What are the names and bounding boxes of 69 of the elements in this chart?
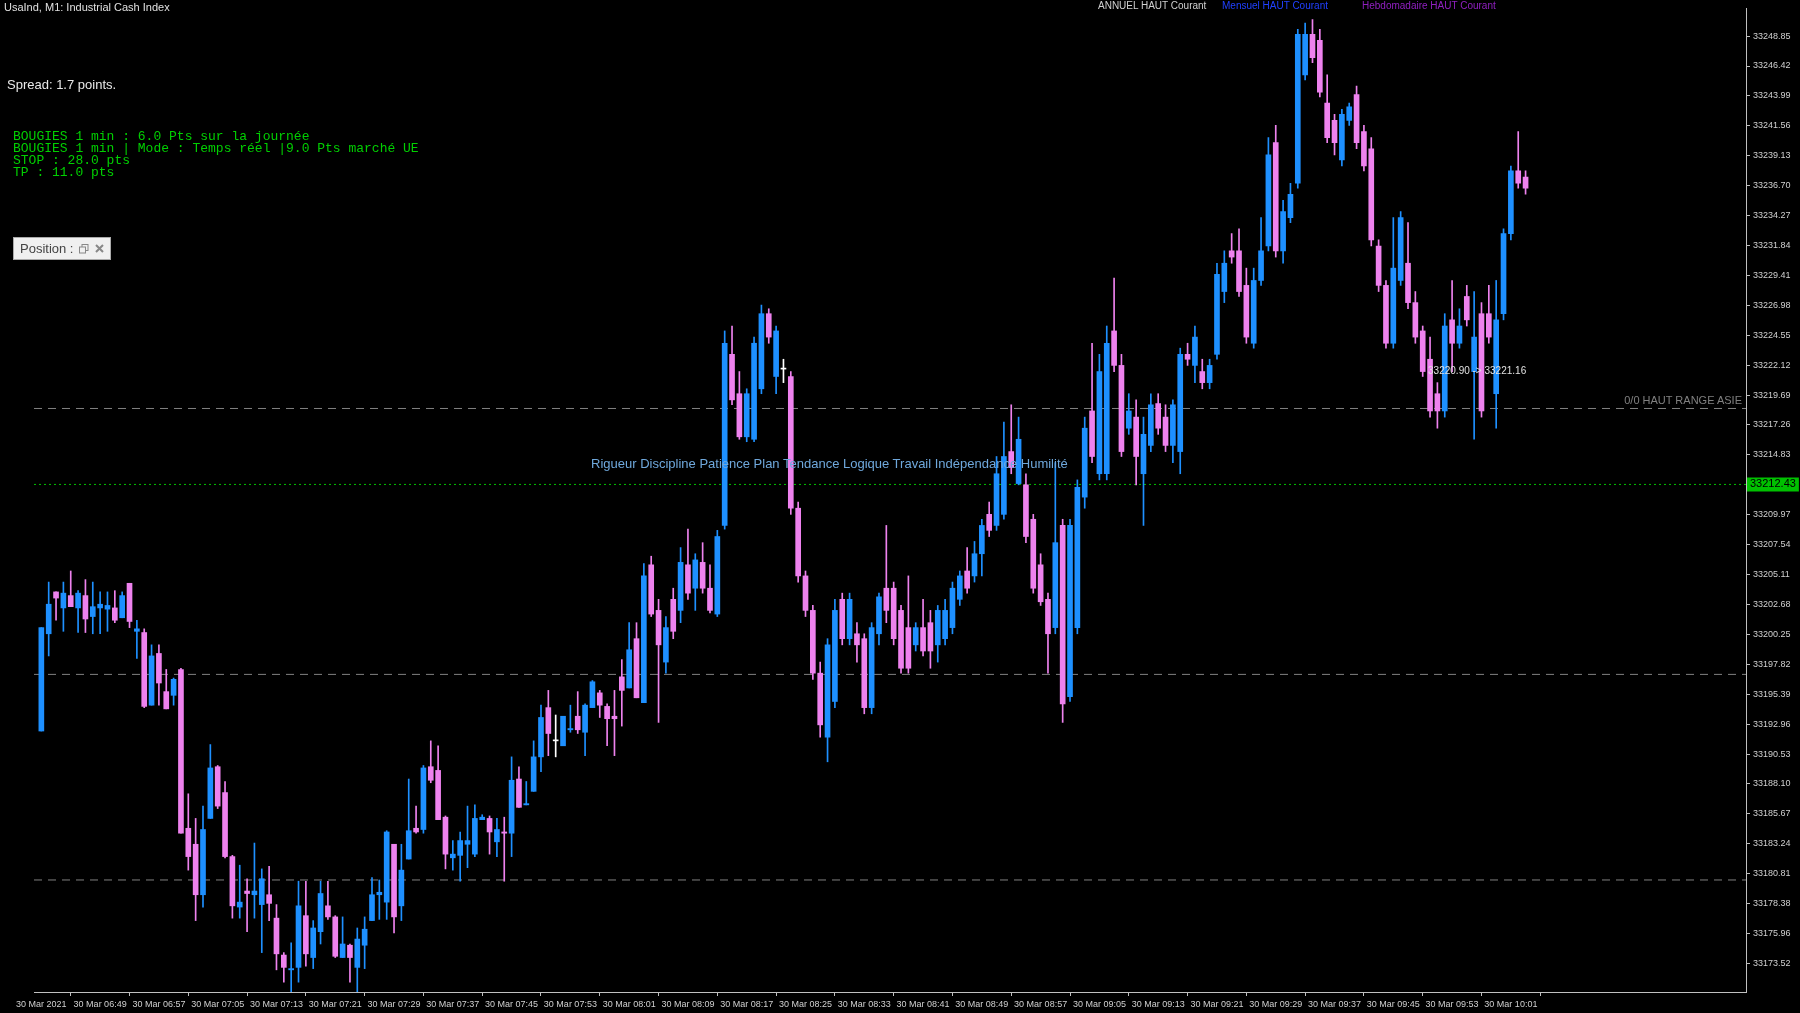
y-tick-label: 33200.25 [1753, 628, 1791, 639]
x-tick-label: 30 Mar 08:09 [661, 998, 715, 1009]
x-tick-label: 30 Mar 09:21 [1190, 998, 1244, 1009]
x-tick-label: 30 Mar 09:37 [1308, 998, 1362, 1009]
y-tick-label: 33183.24 [1753, 838, 1791, 849]
annotation: TP : 11.0 pts [13, 165, 115, 180]
y-tick-label: 33224.55 [1753, 329, 1791, 340]
annotation: Hebdomadaire HAUT Courant [1362, 0, 1496, 11]
ref-line-label: 33212.43 [1750, 477, 1796, 490]
y-tick-label: 33192.96 [1753, 718, 1791, 729]
x-tick-label: 30 Mar 08:01 [602, 998, 656, 1009]
y-tick-label: 33226.98 [1753, 299, 1791, 310]
y-tick-label: 33197.82 [1753, 658, 1791, 669]
x-tick-label: 30 Mar 07:13 [249, 998, 303, 1009]
x-tick-label: 30 Mar 10:01 [1484, 998, 1538, 1009]
y-tick-label: 33180.81 [1753, 868, 1791, 879]
ref-line-label: 0/0 HAUT RANGE ASIE [1624, 393, 1742, 406]
annotation: ANNUEL HAUT Courant [1098, 0, 1207, 11]
y-tick-label: 33217.26 [1753, 419, 1791, 430]
y-tick-label: 33246.42 [1753, 60, 1791, 71]
chart-title: UsaInd, M1: Industrial Cash Index [4, 1, 170, 13]
y-tick-label: 33234.27 [1753, 210, 1791, 221]
annotation: Spread: 1.7 points. [7, 77, 117, 92]
y-tick-label: 33207.54 [1753, 539, 1791, 550]
x-tick-label: 30 Mar 09:05 [1072, 998, 1126, 1009]
y-tick-label: 33202.68 [1753, 598, 1791, 609]
x-tick-label: 30 Mar 07:05 [191, 998, 245, 1009]
x-tick-label: 30 Mar 06:57 [132, 998, 186, 1009]
y-tick-label: 33214.83 [1753, 449, 1791, 460]
y-tick-label: 33243.99 [1753, 90, 1791, 101]
y-tick-label: 33195.39 [1753, 688, 1791, 699]
position-panel: Position : [13, 237, 112, 260]
annotation: Mensuel HAUT Courant [1222, 0, 1328, 11]
y-tick-label: 33173.52 [1753, 957, 1791, 968]
x-tick-label: 30 Mar 09:13 [1131, 998, 1185, 1009]
x-tick-label: 30 Mar 08:25 [778, 998, 833, 1009]
y-tick-label: 33209.97 [1753, 509, 1791, 520]
y-tick-label: 33236.70 [1753, 180, 1791, 191]
candlestick [560, 715, 566, 747]
x-tick-label: 30 Mar 08:17 [720, 998, 774, 1009]
x-tick-label: 30 Mar 07:53 [543, 998, 597, 1009]
y-tick-label: 33219.69 [1753, 389, 1791, 400]
annotation: BOUGIES 1 min : 6.0 Pts sur la journée [13, 129, 310, 144]
y-tick-label: 33205.11 [1753, 569, 1790, 580]
y-tick-label: 33222.12 [1753, 359, 1791, 370]
x-tick-label: 30 Mar 08:57 [1014, 998, 1068, 1009]
x-tick-label: 30 Mar 07:21 [308, 998, 362, 1009]
y-tick-label: 33190.53 [1753, 748, 1791, 759]
annotation: Position : [20, 241, 74, 256]
x-tick-label: 30 Mar 07:37 [426, 998, 480, 1009]
x-tick-label: 30 Mar 2021 [16, 998, 67, 1009]
x-tick-label: 30 Mar 09:29 [1249, 998, 1303, 1009]
y-tick-label: 33188.10 [1753, 778, 1791, 789]
x-tick-label: 30 Mar 09:45 [1366, 998, 1420, 1009]
x-tick-label: 30 Mar 08:49 [955, 998, 1009, 1009]
y-tick-label: 33185.67 [1753, 808, 1791, 819]
y-tick-label: 33175.96 [1753, 927, 1791, 938]
y-tick-label: 33241.56 [1753, 120, 1791, 131]
y-tick-label: 33178.38 [1753, 898, 1791, 909]
x-tick-label: 30 Mar 07:29 [367, 998, 421, 1009]
x-tick-label: 30 Mar 08:33 [837, 998, 891, 1009]
y-tick-label: 33229.41 [1753, 269, 1791, 280]
x-tick-label: 30 Mar 06:49 [73, 998, 127, 1009]
y-tick-label: 33239.13 [1753, 150, 1791, 161]
y-tick-label: 33248.85 [1753, 30, 1791, 41]
x-tick-label: 30 Mar 08:41 [896, 998, 950, 1009]
x-tick-label: 30 Mar 07:45 [485, 998, 539, 1009]
x-tick-label: 30 Mar 09:53 [1425, 998, 1479, 1009]
y-tick-label: 33231.84 [1753, 239, 1791, 250]
